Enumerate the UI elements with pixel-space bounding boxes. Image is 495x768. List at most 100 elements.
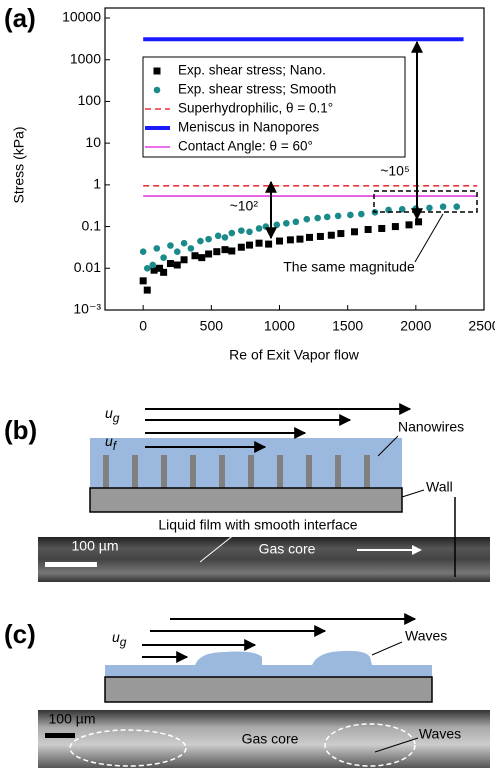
point bbox=[153, 245, 161, 252]
point bbox=[150, 266, 158, 274]
point bbox=[228, 247, 236, 255]
point bbox=[156, 264, 164, 272]
y-tick-label: 1 bbox=[93, 176, 101, 192]
label: Nanowires bbox=[398, 419, 464, 435]
x-tick-label: 2500 bbox=[468, 318, 495, 334]
point bbox=[173, 261, 181, 269]
highlight-box bbox=[373, 190, 478, 213]
arrows bbox=[145, 403, 412, 453]
symbol: u bbox=[112, 629, 120, 645]
subscript: f bbox=[113, 439, 118, 453]
point bbox=[167, 242, 174, 249]
diagram-b: ug uf Nanowires Wall Liquid film with sm… bbox=[38, 403, 490, 582]
label: Wall bbox=[426, 479, 453, 495]
arrow-head bbox=[412, 545, 422, 555]
point bbox=[262, 223, 270, 230]
wall-block bbox=[104, 676, 433, 703]
label: Gas core bbox=[259, 541, 316, 557]
scale-bar bbox=[45, 562, 97, 567]
symbol: u bbox=[105, 405, 113, 421]
point bbox=[292, 218, 300, 226]
panel-label: (c) bbox=[4, 619, 36, 649]
point bbox=[139, 277, 147, 285]
legend: Exp. shear stress; Nano. Exp. shear stres… bbox=[142, 56, 406, 158]
highlight bbox=[324, 723, 416, 767]
point bbox=[405, 221, 413, 229]
x-tick-label: 0 bbox=[139, 318, 147, 334]
point bbox=[337, 230, 345, 238]
point bbox=[221, 246, 229, 254]
x-tick-label: 2000 bbox=[400, 318, 431, 334]
point bbox=[160, 268, 168, 276]
point bbox=[214, 232, 222, 240]
point bbox=[255, 225, 263, 232]
micrograph bbox=[38, 537, 490, 582]
point bbox=[453, 203, 461, 210]
scale-bar bbox=[45, 733, 75, 738]
point bbox=[237, 243, 245, 251]
annotation: ~10⁵ bbox=[380, 163, 410, 179]
legend-marker bbox=[153, 86, 161, 94]
point bbox=[238, 227, 245, 234]
x-tick-label: 500 bbox=[200, 318, 224, 334]
arrows bbox=[142, 613, 417, 663]
point bbox=[180, 239, 188, 247]
y-tick-label: 0.01 bbox=[74, 259, 101, 275]
point bbox=[143, 286, 151, 294]
point bbox=[160, 254, 167, 261]
point bbox=[191, 252, 199, 260]
point bbox=[139, 248, 147, 255]
point bbox=[412, 205, 420, 212]
plot: 10000 1000 100 10 1 0.1 0.01 10⁻³ 0 500 1000 1500 20… bbox=[62, 7, 495, 334]
point bbox=[198, 254, 206, 262]
panel-label: (a) bbox=[4, 3, 36, 33]
y-tick-label: 10⁻³ bbox=[73, 301, 101, 317]
point bbox=[205, 235, 212, 243]
point bbox=[197, 237, 204, 245]
point bbox=[426, 204, 433, 212]
velocity-label: uf bbox=[105, 433, 118, 453]
legend-label: Exp. shear stress; Smooth bbox=[178, 82, 336, 97]
point bbox=[398, 205, 406, 213]
point bbox=[246, 228, 253, 236]
point bbox=[415, 218, 423, 226]
point bbox=[296, 235, 304, 243]
legend-label: Exp. shear stress; Nano. bbox=[178, 63, 326, 78]
scale-label: 100 µm bbox=[49, 711, 96, 727]
point bbox=[273, 221, 281, 229]
x-axis-label: Re of Exit Vapor flow bbox=[229, 347, 360, 363]
point bbox=[347, 211, 354, 219]
point bbox=[358, 210, 365, 218]
point bbox=[305, 233, 313, 241]
point bbox=[283, 219, 290, 227]
symbol: u bbox=[105, 433, 113, 449]
panel-label: (b) bbox=[4, 415, 37, 445]
y-tick-label: 1000 bbox=[70, 50, 101, 66]
point bbox=[166, 260, 174, 268]
point bbox=[205, 250, 213, 258]
point bbox=[323, 213, 331, 221]
point bbox=[180, 256, 188, 264]
legend-marker bbox=[153, 67, 161, 75]
label: Gas core bbox=[242, 731, 299, 747]
point bbox=[327, 231, 335, 239]
point bbox=[350, 228, 358, 236]
label: Waves bbox=[419, 726, 461, 742]
point bbox=[265, 240, 273, 248]
annotation: ~10² bbox=[230, 198, 259, 214]
y-tick-label: 0.1 bbox=[82, 217, 102, 233]
label: Liquid film with smooth interface bbox=[158, 517, 357, 533]
annotation: The same magnitude bbox=[283, 259, 415, 275]
y-tick-label: 10000 bbox=[62, 9, 101, 25]
point bbox=[286, 236, 294, 244]
point bbox=[334, 212, 342, 220]
point bbox=[221, 234, 229, 241]
x-tick-label: 1500 bbox=[332, 318, 363, 334]
point bbox=[364, 226, 372, 234]
y-tick-label: 10 bbox=[85, 134, 101, 150]
highlight bbox=[69, 729, 187, 767]
point bbox=[316, 232, 324, 240]
wall-block bbox=[89, 487, 403, 513]
legend-label: Superhydrophilic, θ = 0.1° bbox=[178, 101, 333, 116]
